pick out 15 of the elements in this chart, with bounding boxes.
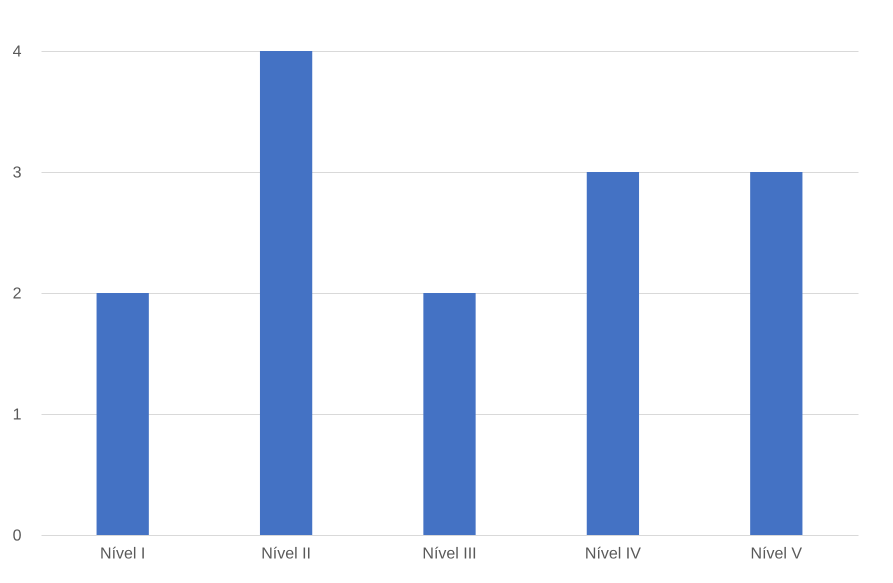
bar (750, 172, 802, 535)
bar (423, 293, 476, 535)
y-tick-label: 1 (12, 406, 22, 424)
y-tick-label: 2 (12, 286, 22, 302)
x-tick-label: Nível IV (584, 546, 642, 562)
x-tick-label: Nível V (750, 546, 802, 562)
x-tick-label: Nível II (261, 546, 311, 562)
bar (586, 172, 640, 535)
y-tick-label: 0 (12, 528, 22, 544)
y-tick-label: 3 (12, 164, 22, 182)
bar (96, 293, 149, 535)
bar (260, 51, 312, 535)
x-tick-label: Nível III (422, 546, 477, 562)
x-tick-label: Nível I (100, 546, 146, 562)
y-tick-label: 4 (12, 44, 22, 60)
